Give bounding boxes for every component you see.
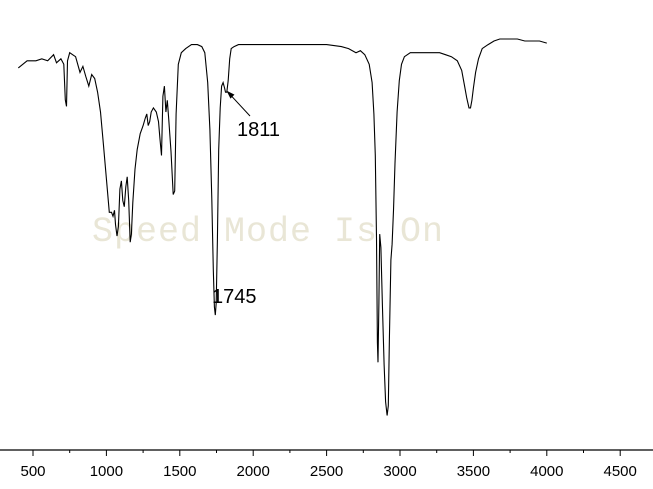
spectrum-line-0 (17, 38, 547, 416)
x-tick-label: 3000 (383, 463, 416, 480)
x-tick-label: 2000 (237, 463, 270, 480)
annotation-label: 1811 (237, 119, 280, 141)
plot-area (17, 38, 547, 416)
x-tick-label: 500 (20, 463, 45, 480)
x-tick-label: 2500 (310, 463, 343, 480)
x-tick-label: 3500 (457, 463, 490, 480)
x-axis-ticks: 500 1000 1500 2000 2500 3000 3500 4000 4500 (20, 450, 637, 480)
watermark-text: Speed Mode Is On (92, 212, 444, 252)
x-tick-label: 4500 (604, 463, 637, 480)
annotation-label: 1745 (212, 286, 257, 308)
annotation-arrow-head (226, 90, 235, 99)
x-tick-label: 4000 (530, 463, 563, 480)
peak-annotations: 1811 1745 (212, 90, 280, 308)
x-tick-label: 1500 (163, 463, 196, 480)
x-tick-label: 1000 (90, 463, 123, 480)
